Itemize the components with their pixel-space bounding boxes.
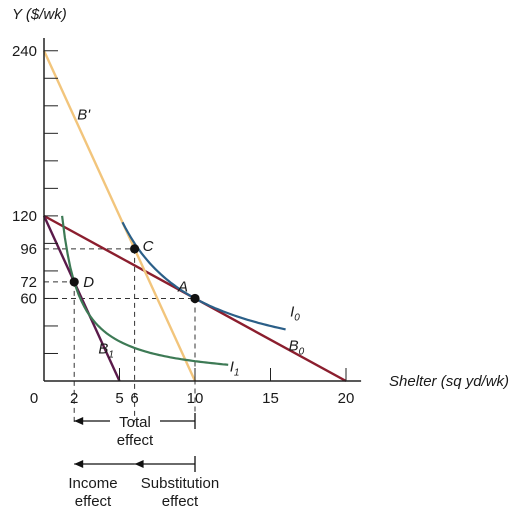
total-effect-label-line1: Total [119,414,151,431]
point-label-d: D [83,274,94,291]
x-tick-label: 15 [262,390,279,407]
point-a [190,293,200,304]
income-effect-label-line1: Income [68,475,117,492]
x-tick-label: 0 [30,390,38,407]
point-d [69,277,79,287]
indifference-curve-i0 [121,221,286,331]
series-label-bprime: B' [77,107,91,124]
substitution-effect-label-line2: effect [162,493,199,510]
y-axis-label: Y ($/wk) [12,6,67,23]
point-label-c: C [143,238,154,255]
series-label-b0: B0 [289,338,305,358]
y-tick-label: 120 [12,208,37,225]
x-tick-label: 20 [338,390,355,407]
income-effect-label-line2: effect [75,493,112,510]
total-effect-label-line2: effect [117,432,154,449]
curves [42,50,347,383]
point-c [130,244,140,254]
effect-brackets [74,413,196,472]
total-effect-arrow [74,417,84,425]
x-tick-label: 2 [70,390,78,407]
x-axis-label: Shelter (sq yd/wk) [389,373,509,390]
x-tick-label: 10 [187,390,204,407]
x-tick-label: 6 [130,390,138,407]
series-label-i1: I1 [230,358,240,378]
guide-lines [44,248,196,423]
y-tick-label: 72 [20,274,37,291]
axes [43,38,362,382]
budget-line-bprime [42,50,197,382]
indifference-curve-i1 [61,215,229,366]
points [69,244,200,304]
substitution-effect-arrow [134,460,144,468]
point-label-a: A [177,278,188,295]
y-tick-label: 240 [12,43,37,60]
series-label-b1: B1 [98,340,114,360]
y-tick-label: 96 [20,241,37,258]
substitution-effect-label-line1: Substitution [141,475,219,492]
income-effect-arrow [74,460,84,468]
series-label-i0: I0 [290,303,300,323]
y-tick-label: 60 [20,290,37,307]
x-tick-label: 5 [115,390,123,407]
